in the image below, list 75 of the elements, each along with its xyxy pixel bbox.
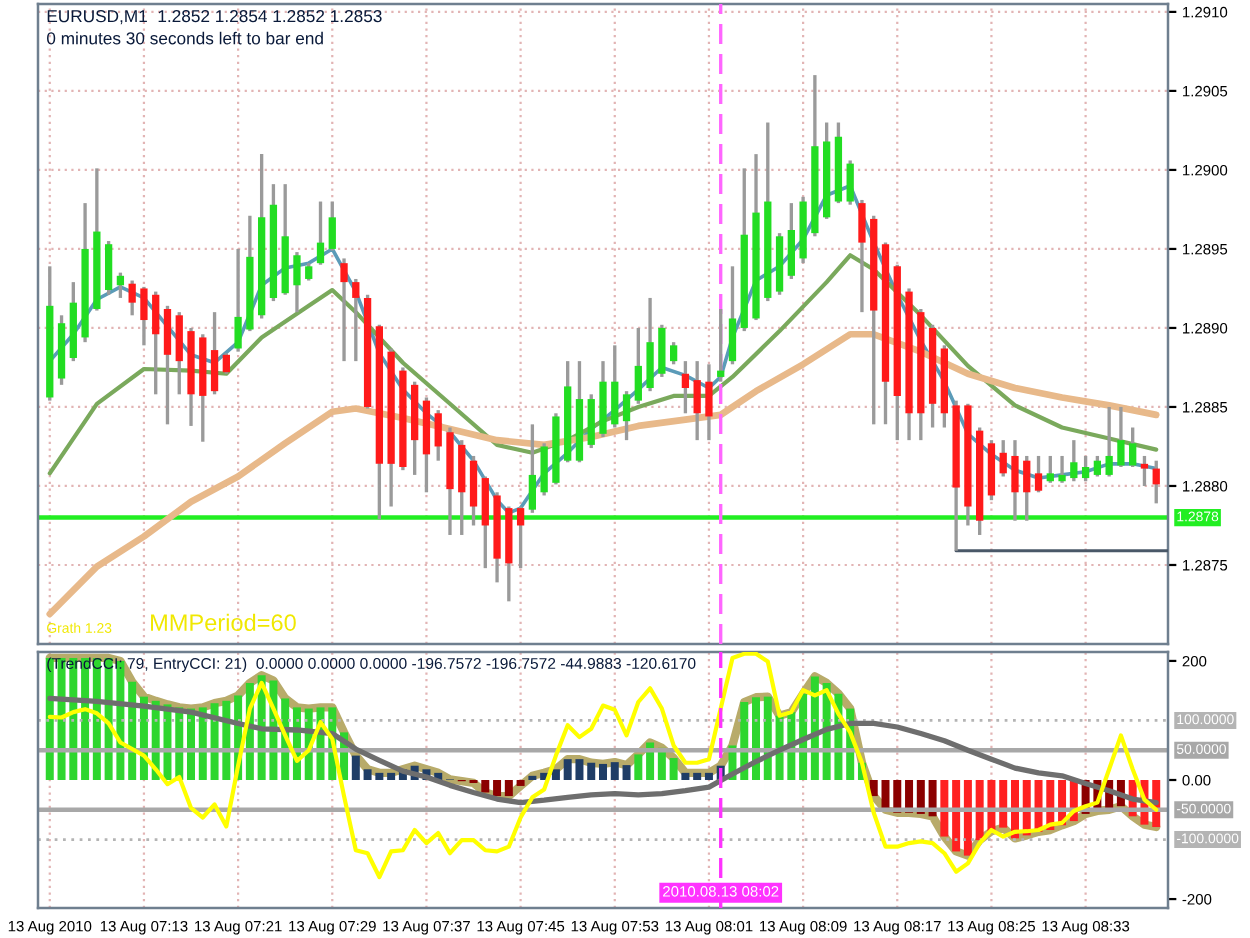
candlestick — [316, 199, 325, 267]
bar — [587, 762, 596, 780]
candlestick — [469, 454, 478, 528]
candlestick — [587, 392, 595, 450]
candlestick — [1058, 454, 1066, 485]
bar — [704, 772, 713, 780]
candlestick — [658, 323, 666, 379]
candlestick — [1034, 454, 1043, 494]
candlestick — [681, 359, 690, 415]
candlestick — [999, 438, 1007, 479]
candlestick — [104, 239, 113, 297]
bar — [599, 763, 607, 780]
candlestick — [1117, 405, 1125, 469]
candlestick — [128, 278, 136, 317]
candlestick — [1140, 454, 1149, 488]
candlestick — [1129, 425, 1137, 469]
candlestick — [528, 422, 537, 515]
candlestick — [340, 256, 348, 363]
bar — [551, 769, 560, 780]
candlestick — [1023, 454, 1031, 523]
bar — [493, 780, 502, 797]
candlestick — [1105, 405, 1113, 479]
candlestick — [540, 441, 548, 498]
candlestick — [858, 198, 866, 314]
candlestick — [516, 504, 525, 570]
candlestick — [787, 201, 795, 281]
bar — [669, 757, 678, 780]
bar — [940, 780, 949, 837]
candlestick — [434, 408, 442, 463]
candlestick — [175, 310, 183, 396]
bar — [387, 772, 396, 780]
candlestick — [116, 270, 125, 300]
bar — [999, 780, 1008, 828]
bar — [681, 772, 690, 780]
line-series — [47, 253, 1159, 476]
candlestick — [1081, 454, 1090, 483]
candlestick — [222, 351, 230, 376]
bar — [622, 765, 631, 780]
line-series — [47, 695, 1159, 806]
candlestick — [717, 307, 725, 384]
candlestick — [846, 158, 854, 207]
chart-title: EURUSD,M1 1.2852 1.2854 1.2852 1.2853 — [47, 10, 382, 25]
candlestick — [163, 304, 172, 427]
candlestick — [705, 362, 713, 442]
bar — [634, 754, 643, 780]
candlestick — [728, 264, 737, 366]
candlestick — [1152, 459, 1160, 506]
candlestick — [1070, 438, 1078, 483]
candlestick — [611, 343, 619, 430]
bar — [351, 755, 360, 780]
candlestick — [481, 474, 489, 570]
candlestick — [140, 285, 148, 347]
bar — [516, 780, 525, 786]
bar — [610, 762, 619, 780]
text: 0 minutes 30 seconds left to bar end — [47, 31, 323, 45]
candlestick — [634, 326, 642, 406]
candlestick — [1093, 454, 1102, 479]
candlestick — [234, 247, 242, 354]
candlestick — [458, 438, 466, 537]
candlestick — [293, 250, 301, 314]
candlestick — [622, 389, 631, 442]
candlestick — [693, 359, 701, 442]
candlestick — [328, 199, 336, 253]
candlestick — [669, 340, 678, 366]
candlestick — [1011, 438, 1019, 523]
bar — [693, 772, 702, 780]
candlestick — [352, 277, 360, 363]
bar — [963, 780, 972, 856]
candlestick — [210, 310, 219, 396]
bar — [504, 780, 513, 797]
candlestick — [1046, 454, 1054, 485]
candlestick — [152, 289, 160, 396]
annotation: MMPeriod=60 — [151, 613, 296, 631]
candlestick — [646, 296, 654, 393]
bar — [952, 780, 961, 852]
